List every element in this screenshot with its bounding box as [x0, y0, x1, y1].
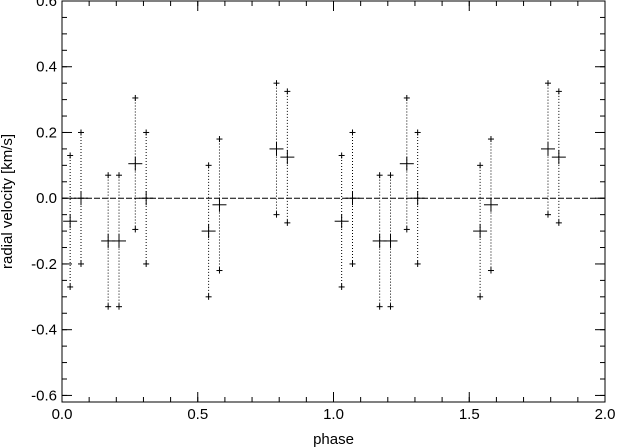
data-point: [540, 80, 555, 218]
data-point: [269, 80, 284, 218]
x-tick-label: 0.0: [52, 406, 73, 423]
y-tick-label: 0.0: [36, 190, 57, 207]
y-tick-label: -0.2: [31, 256, 57, 273]
x-tick-label: 1.5: [459, 406, 480, 423]
y-tick-label: 0.6: [36, 0, 57, 10]
data-point: [212, 136, 227, 274]
y-tick-label: -0.4: [31, 322, 57, 339]
y-tick-label: 0.4: [36, 59, 57, 76]
data-point: [112, 172, 127, 310]
data-point: [410, 129, 425, 267]
data-point: [345, 129, 360, 267]
data-point: [334, 152, 349, 290]
data-point: [551, 88, 566, 226]
data-point: [63, 152, 78, 290]
data-point: [280, 88, 295, 226]
y-axis-label: radial velocity [km/s]: [0, 134, 16, 269]
data-point: [74, 129, 89, 267]
data-point: [128, 94, 143, 233]
y-tick-label: -0.6: [31, 387, 57, 404]
x-tick-label: 1.0: [323, 406, 344, 423]
axes-layer: [61, 0, 606, 403]
data-point: [101, 172, 116, 310]
ticks-layer: 0.0 0.5 1.0 1.5 2.0 -0.6 -0.4 -0.2 0.0 0.2 0.4 0.6: [31, 0, 615, 423]
data-point: [139, 129, 154, 267]
x-axis-label: phase: [313, 431, 354, 448]
data-points-layer: [63, 80, 566, 310]
data-point: [473, 162, 488, 300]
plot-frame: [61, 0, 606, 403]
x-tick-label: 2.0: [595, 406, 616, 423]
data-point: [383, 172, 398, 310]
data-point: [483, 136, 498, 274]
data-point: [201, 162, 216, 300]
y-tick-label: 0.2: [36, 124, 57, 141]
data-point: [399, 94, 414, 233]
x-tick-label: 0.5: [187, 406, 208, 423]
